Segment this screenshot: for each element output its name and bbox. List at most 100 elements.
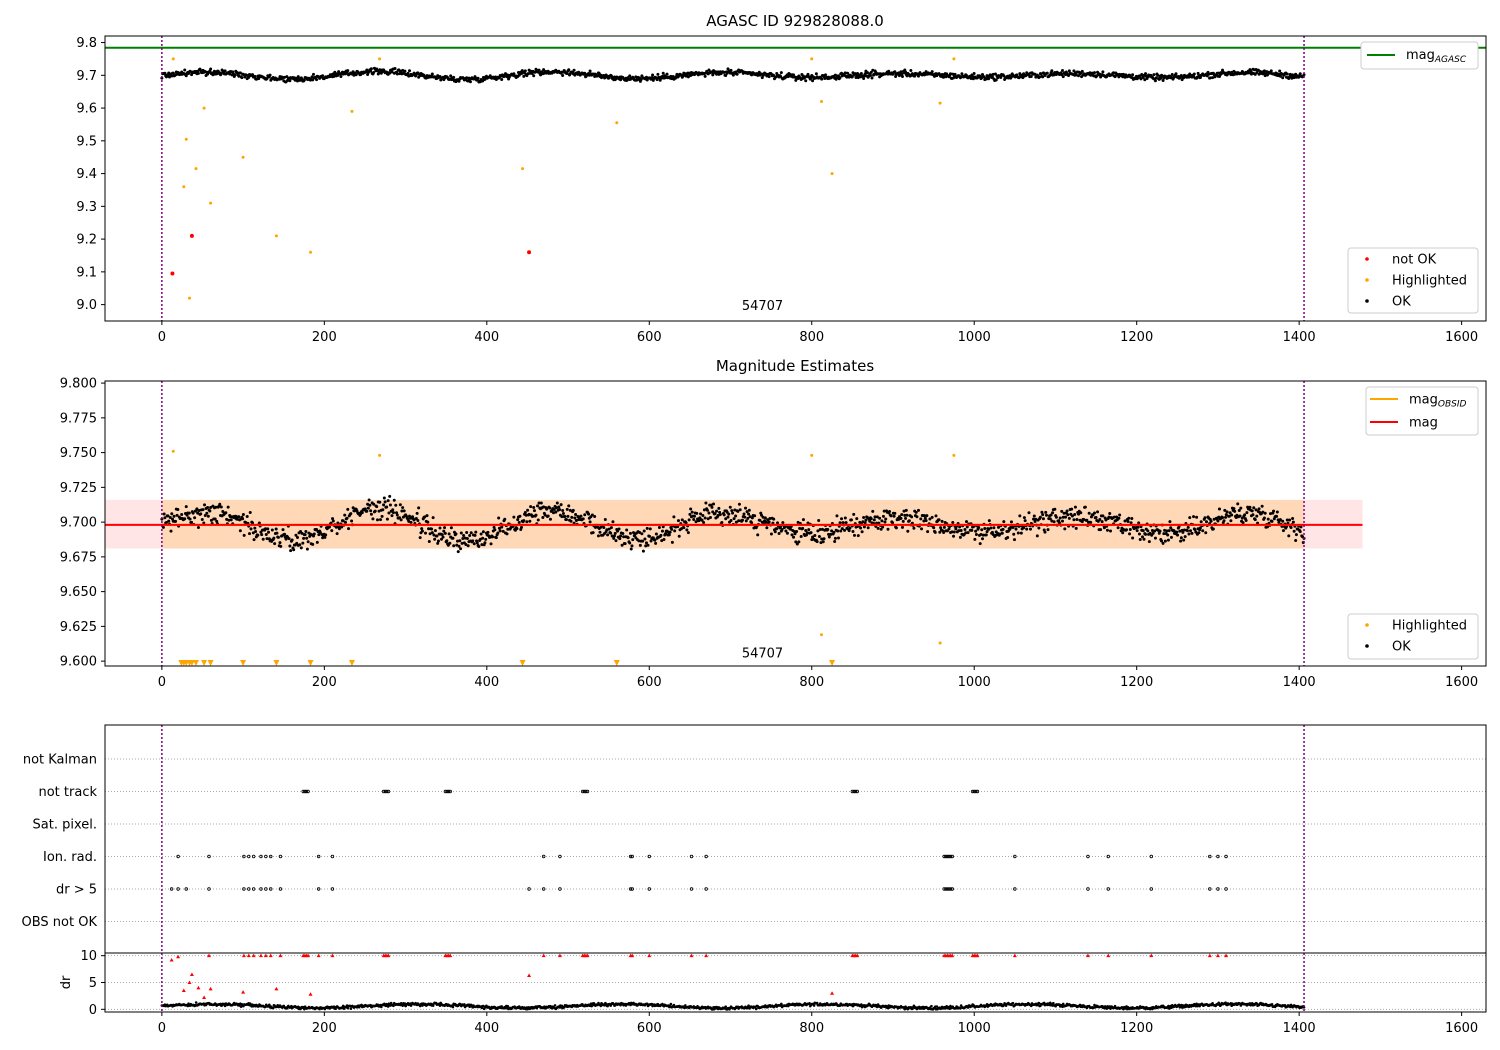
ok-point <box>366 502 370 506</box>
ok-point <box>1092 71 1096 75</box>
ok-point <box>706 517 710 521</box>
ok-point <box>767 520 771 524</box>
y-tick-label: 9.725 <box>60 481 97 496</box>
ok-point <box>1298 530 1302 534</box>
ok-point <box>1195 515 1199 519</box>
flag-point <box>278 854 283 859</box>
ok-point <box>878 516 882 520</box>
ok-point <box>452 75 456 79</box>
ok-point <box>779 71 783 75</box>
ok-point <box>1105 528 1109 532</box>
ok-point <box>337 527 341 531</box>
flag-point <box>445 789 449 794</box>
ok-point <box>661 525 665 529</box>
dr-capped-point <box>386 953 391 958</box>
ok-point <box>536 518 540 522</box>
ok-point <box>287 537 291 541</box>
ok-point <box>1100 520 1104 524</box>
ok-point <box>665 72 669 76</box>
ok-point <box>489 542 493 546</box>
ok-point <box>468 533 472 537</box>
ok-point <box>1288 518 1292 522</box>
ok-point <box>196 71 200 75</box>
flag-point <box>527 887 531 891</box>
ok-point <box>1252 506 1256 510</box>
ok-point <box>1137 521 1141 525</box>
ok-point <box>692 518 696 522</box>
ok-point <box>563 514 567 518</box>
ok-point <box>1162 532 1166 536</box>
ok-point <box>738 508 742 512</box>
ok-point <box>175 513 179 517</box>
ok-point <box>1102 526 1106 530</box>
ok-point <box>1251 513 1255 517</box>
ok-point <box>707 511 711 515</box>
y-tick-label: 9.2 <box>76 233 97 248</box>
flag-point <box>852 789 856 794</box>
ok-point <box>994 78 998 82</box>
ok-point <box>1158 529 1162 533</box>
ok-point <box>1050 69 1054 73</box>
ok-point <box>1142 537 1146 541</box>
ok-point <box>610 534 614 538</box>
highlighted-point <box>187 296 191 300</box>
x-tick-label: 200 <box>312 330 337 345</box>
ok-point <box>767 75 771 79</box>
y-tick-label: 0 <box>89 1003 97 1018</box>
ok-point <box>839 529 843 533</box>
ok-point <box>395 72 399 76</box>
ok-point <box>1012 538 1016 542</box>
highlighted-point <box>171 449 175 453</box>
ok-point <box>1179 536 1183 540</box>
ok-point <box>838 521 842 525</box>
ok-point <box>349 512 353 516</box>
highlighted-point <box>521 167 525 171</box>
flag-point <box>278 887 283 891</box>
ok-point <box>1291 520 1295 524</box>
ok-point <box>1187 532 1191 536</box>
ok-point <box>852 533 856 537</box>
ok-point <box>1012 532 1016 536</box>
flag-point <box>1208 887 1212 891</box>
ok-point <box>1165 529 1169 533</box>
ok-point <box>1098 518 1102 522</box>
ok-point <box>1128 532 1132 536</box>
ok-point <box>1023 519 1027 523</box>
legend-label: Highlighted <box>1392 619 1467 634</box>
ok-point <box>1227 514 1231 518</box>
highlighted-clipped-marker <box>519 660 526 666</box>
ok-point <box>1217 507 1221 511</box>
ok-point <box>259 530 263 534</box>
ok-point <box>1043 530 1047 534</box>
dr-outlier-point <box>830 991 835 995</box>
flag-point <box>385 789 389 794</box>
dr-outlier-point <box>196 985 201 990</box>
ok-point <box>686 75 690 79</box>
dr-capped-point <box>585 953 590 958</box>
flag-point <box>176 854 180 859</box>
ok-point <box>916 508 920 512</box>
ok-point <box>598 530 602 534</box>
flag-point <box>689 887 694 891</box>
ok-point <box>394 503 398 507</box>
flag-point <box>950 854 954 859</box>
ok-point <box>688 512 692 516</box>
ok-point <box>998 532 1002 536</box>
ok-point <box>427 527 431 531</box>
ok-point <box>656 72 660 76</box>
ok-point <box>200 517 204 521</box>
ok-point <box>267 530 271 534</box>
ok-point <box>238 71 242 75</box>
flag-point <box>945 854 950 859</box>
ok-point <box>492 525 496 529</box>
ok-point <box>690 510 694 514</box>
ok-point <box>1033 72 1037 76</box>
x-tick-label: 1400 <box>1283 1021 1316 1036</box>
legend-label: not OK <box>1392 253 1437 268</box>
ok-point <box>963 527 967 531</box>
ok-point <box>1065 509 1069 513</box>
ok-point <box>427 540 431 544</box>
ok-point <box>426 520 430 524</box>
ok-point <box>1299 525 1303 529</box>
dr-capped-point <box>689 953 694 958</box>
